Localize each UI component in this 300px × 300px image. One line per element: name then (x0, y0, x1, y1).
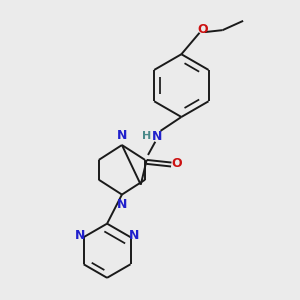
Text: N: N (129, 229, 140, 242)
Text: N: N (74, 229, 85, 242)
Text: O: O (197, 23, 208, 36)
Text: N: N (117, 198, 127, 211)
Text: N: N (117, 129, 127, 142)
Text: N: N (152, 130, 162, 143)
Text: O: O (171, 157, 182, 170)
Text: H: H (142, 131, 151, 141)
